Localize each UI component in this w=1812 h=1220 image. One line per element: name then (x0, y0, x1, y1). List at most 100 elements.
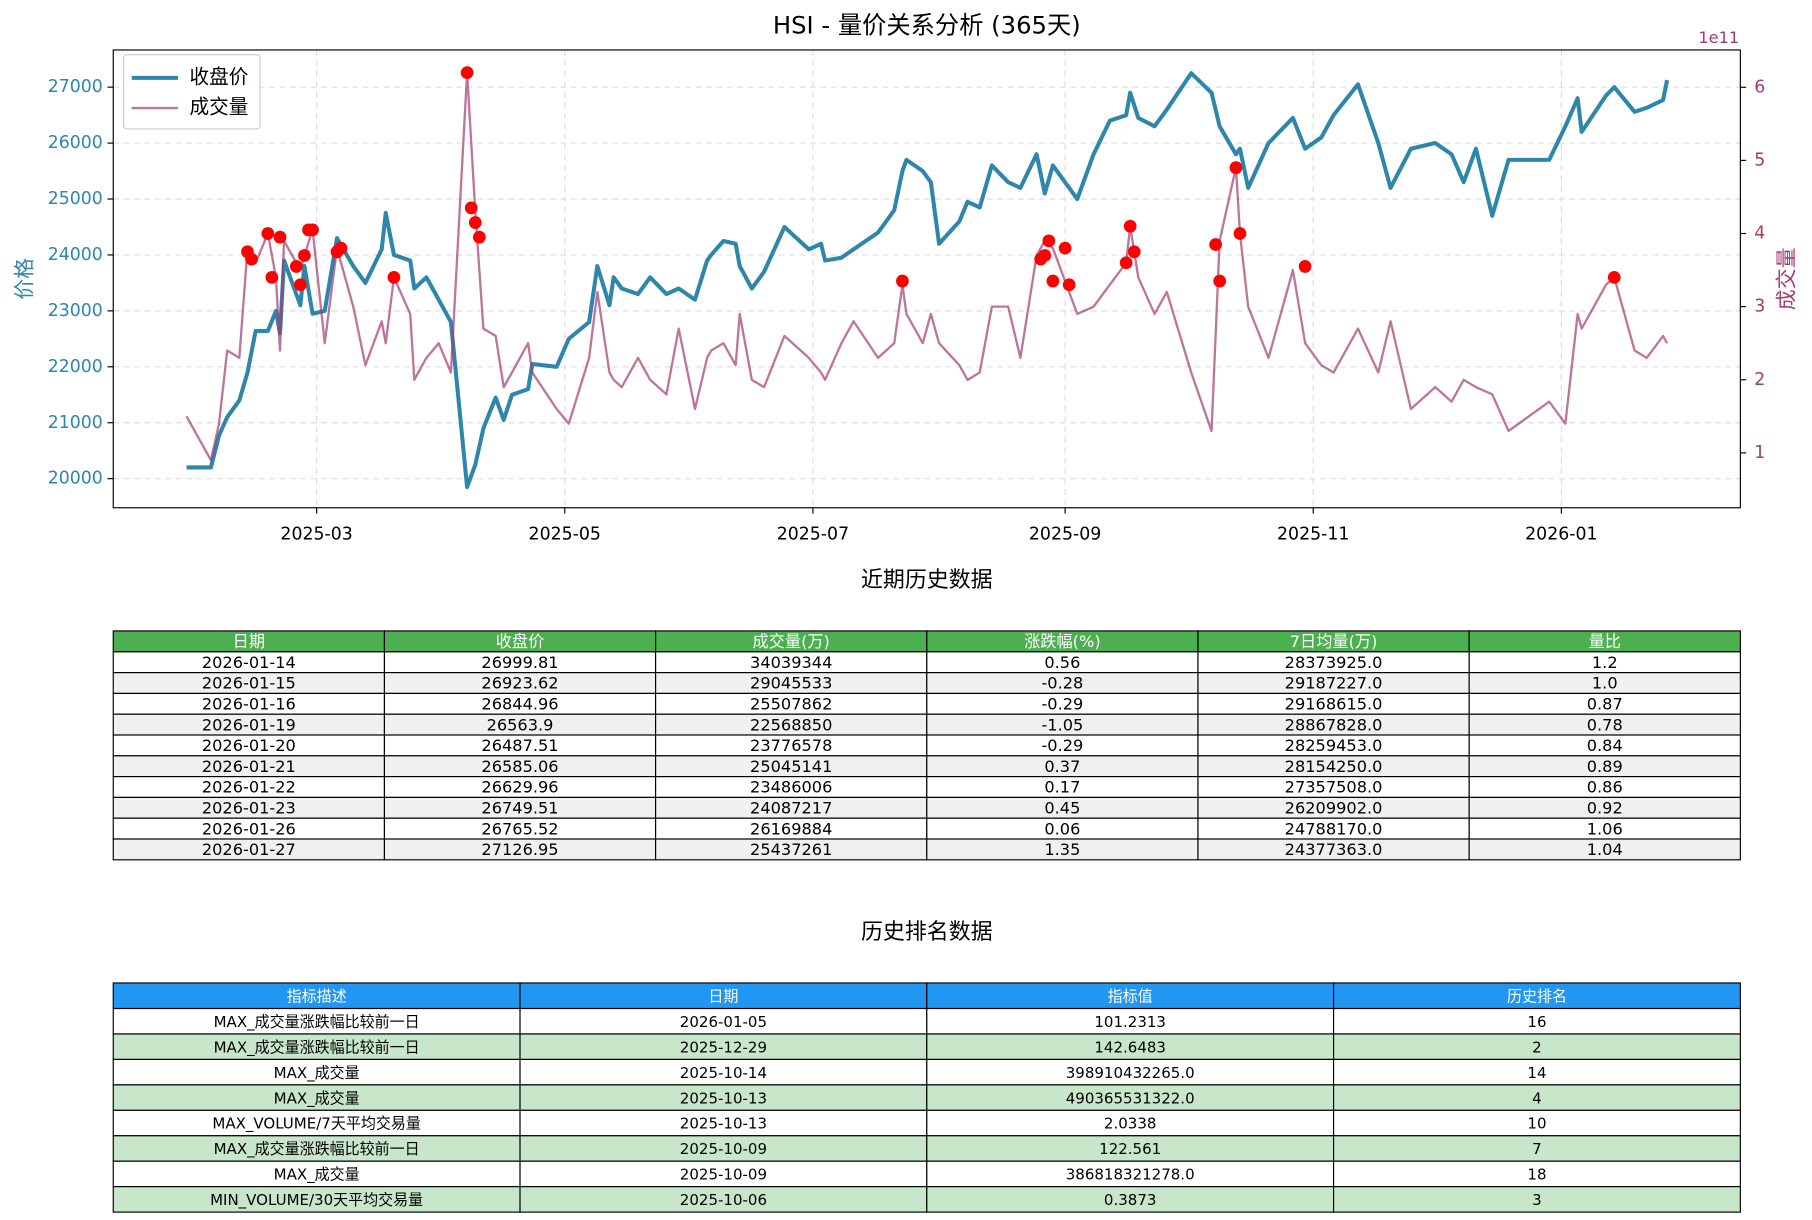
cell-text: 3 (1532, 1191, 1542, 1209)
cell-text: 4 (1532, 1089, 1542, 1107)
header-label: 指标值 (1108, 987, 1153, 1005)
cell-text: 2026-01-15 (202, 674, 296, 693)
cell-text: 2025-10-13 (680, 1115, 767, 1133)
table-cell (1332, 1135, 1741, 1162)
cell-text: 27357508.0 (1285, 778, 1383, 797)
anomaly-marker (1046, 274, 1060, 288)
y2-axis-label: 成交量 (1775, 248, 1799, 311)
y-tick-label: 24000 (48, 245, 103, 265)
cell-text: 23486006 (750, 778, 832, 797)
cell-text: 2026-01-19 (202, 715, 296, 734)
cell-text: 1.2 (1592, 653, 1618, 672)
cell-text: 26209902.0 (1285, 798, 1383, 817)
anomaly-marker (1607, 271, 1621, 284)
table-cell (1332, 1007, 1741, 1035)
anomaly-marker (460, 66, 474, 80)
cell-text: 34039344 (750, 653, 832, 672)
table-cell (519, 1033, 928, 1061)
cell-text: 2025-10-13 (680, 1089, 767, 1107)
cell-text: 0.17 (1044, 778, 1080, 797)
anomaly-marker (1062, 278, 1076, 292)
cell-text: MAX_成交量 (274, 1089, 360, 1108)
anomaly-marker (294, 278, 307, 292)
cell-text: 24377363.0 (1285, 840, 1383, 859)
y2-tick-label: 1 (1754, 443, 1765, 463)
cell-text: 26629.96 (481, 778, 558, 797)
anomaly-marker (298, 249, 311, 262)
anomaly-marker (273, 230, 287, 244)
cell-text: 2026-01-27 (202, 840, 296, 859)
cell-text: 0.56 (1044, 653, 1080, 672)
header-label: 量比 (1589, 632, 1621, 651)
cell-text: 0.86 (1587, 778, 1623, 797)
cell-text: 101.2313 (1094, 1013, 1166, 1031)
table-cell (112, 1033, 521, 1061)
cell-text: 386818321278.0 (1066, 1166, 1195, 1184)
cell-text: 18 (1527, 1166, 1546, 1184)
anomaly-marker (1038, 249, 1052, 262)
cell-text: 0.3873 (1104, 1191, 1157, 1209)
cell-text: 490365531322.0 (1066, 1089, 1195, 1107)
cell-text: 16 (1527, 1013, 1546, 1031)
cell-text: 26844.96 (481, 694, 558, 713)
cell-text: 1.06 (1587, 819, 1623, 838)
anomaly-marker (464, 201, 478, 215)
cell-text: 26923.62 (481, 674, 558, 693)
table-cell (519, 1135, 928, 1162)
cell-text: 0.84 (1587, 736, 1623, 755)
cell-text: -1.05 (1041, 715, 1083, 734)
table-cell (519, 1084, 928, 1111)
y-axis-label: 价格 (12, 258, 36, 300)
cell-text: 10 (1527, 1115, 1546, 1133)
cell-text: 2025-10-14 (680, 1064, 767, 1082)
table-cell (519, 1007, 928, 1035)
cell-text: 142.6483 (1094, 1038, 1166, 1056)
cell-text: 26585.06 (481, 757, 558, 776)
table-cell (519, 1058, 928, 1086)
anomaly-marker (1127, 245, 1141, 259)
header-label: 7日均量(万) (1290, 632, 1378, 651)
cell-text: -0.29 (1041, 736, 1083, 755)
table-cell (112, 1084, 521, 1111)
cell-text: 14 (1527, 1064, 1546, 1082)
cell-text: 26487.51 (481, 736, 558, 755)
cell-text: MAX_成交量 (274, 1166, 360, 1185)
anomaly-marker (1298, 260, 1312, 273)
cell-text: 29187227.0 (1285, 674, 1383, 693)
y2-tick-label: 3 (1754, 297, 1765, 317)
cell-text: 2025-10-06 (680, 1191, 767, 1209)
x-tick-label: 2025-11 (1277, 524, 1349, 544)
cell-text: 0.37 (1044, 757, 1080, 776)
anomaly-marker (245, 252, 258, 266)
anomaly-marker (472, 230, 486, 244)
table-cell (926, 1109, 1335, 1137)
table-cell (1468, 838, 1741, 861)
anomaly-marker (1213, 274, 1227, 288)
table-cell (1332, 1109, 1741, 1137)
anomaly-marker (1229, 161, 1243, 175)
table-cell (926, 1033, 1335, 1061)
y-tick-label: 20000 (48, 469, 103, 489)
x-tick-label: 2025-07 (777, 524, 849, 544)
table-cell (1332, 1084, 1741, 1111)
cell-text: 28867828.0 (1285, 715, 1383, 734)
cell-text: 2025-12-29 (680, 1038, 767, 1056)
cell-text: 0.92 (1587, 798, 1623, 817)
cell-text: 2025-10-09 (680, 1140, 767, 1158)
header-cell (1332, 982, 1741, 1010)
cell-text: 26563.9 (487, 715, 554, 734)
cell-text: 2026-01-26 (202, 819, 296, 838)
y-tick-label: 27000 (48, 77, 103, 97)
cell-text: 2026-01-23 (202, 798, 296, 817)
header-label: 指标描述 (287, 987, 347, 1005)
cell-text: 23776578 (750, 736, 832, 755)
cell-text: 26765.52 (481, 819, 558, 838)
anomaly-marker (387, 271, 401, 284)
anomaly-marker (334, 241, 348, 255)
anomaly-marker (1209, 238, 1222, 251)
table-cell (112, 1007, 521, 1035)
y-tick-label: 22000 (48, 357, 103, 377)
cell-text: 0.87 (1587, 694, 1623, 713)
header-label: 历史排名 (1507, 987, 1567, 1005)
